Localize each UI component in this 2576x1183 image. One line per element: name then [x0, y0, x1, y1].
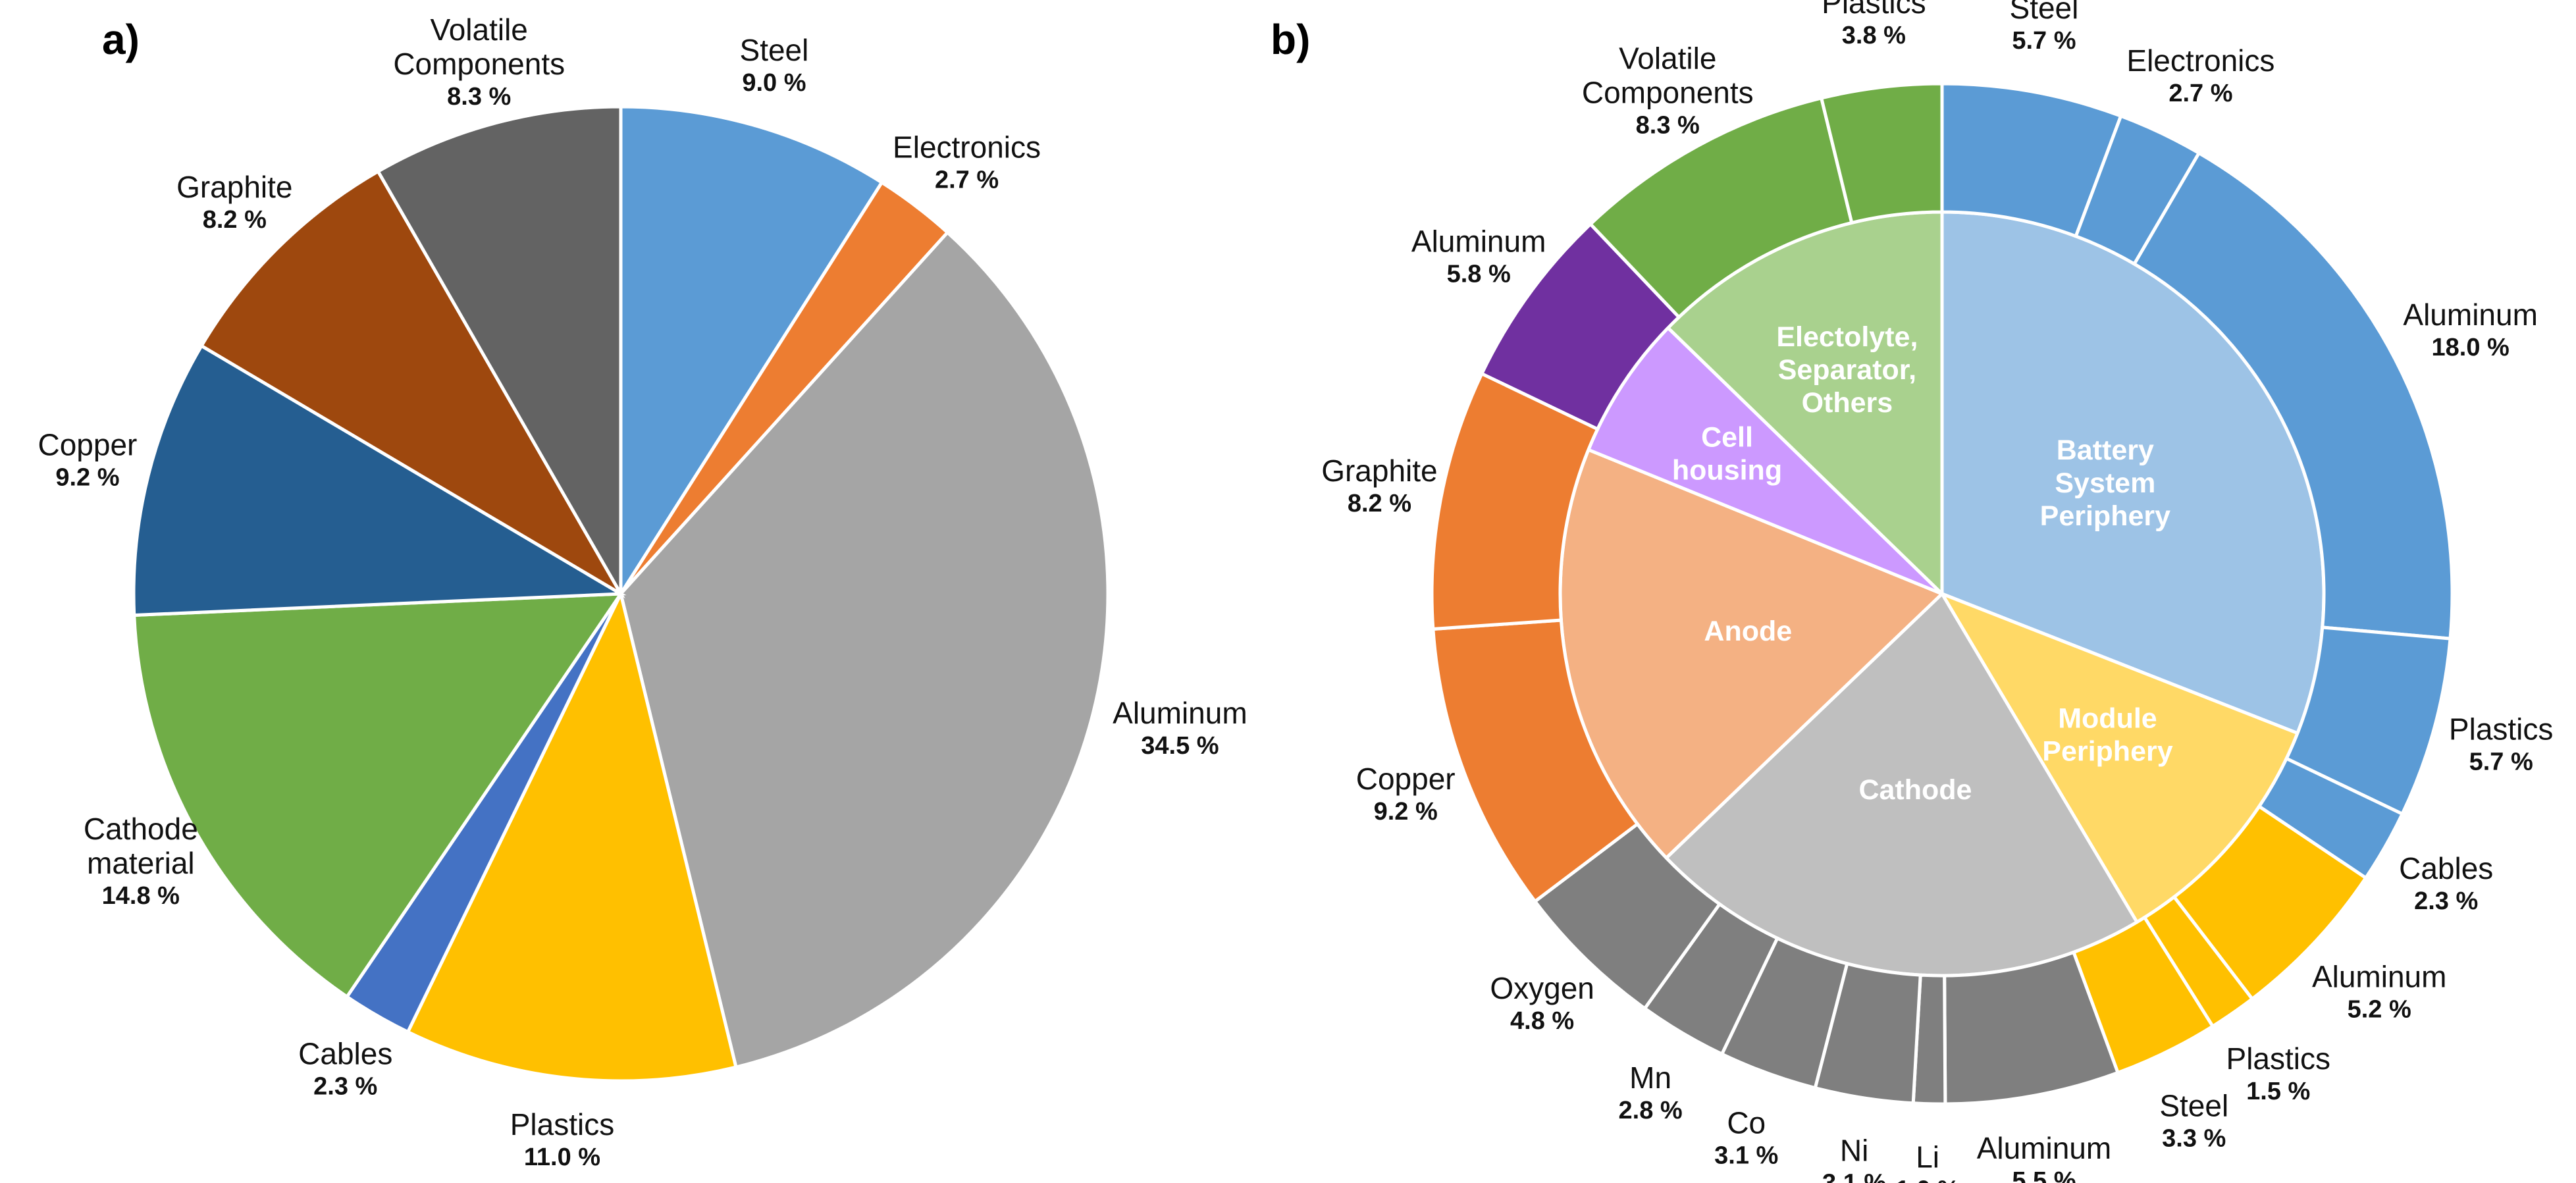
slice-label-volatile-components: Volatile [1619, 41, 1716, 75]
inner-label-battery-system-periphery: Battery [2057, 434, 2154, 466]
slice-value-label: 14.8 % [102, 882, 180, 910]
outer-slice-plastics [1819, 82, 1944, 225]
inner-label-anode: Anode [1704, 616, 1792, 647]
panel-label-a: a) [102, 16, 140, 63]
slice-label-volatile-components: Volatile [431, 13, 528, 47]
slice-value-label: 8.3 % [1636, 111, 1700, 139]
slice-label-aluminum: Aluminum [1113, 696, 1248, 730]
slice-label-mn: Mn [1629, 1061, 1671, 1095]
slice-label-copper: Copper [1356, 762, 1456, 796]
slice-value-label: 2.7 % [2169, 80, 2232, 107]
outer-slice-aluminum [2132, 151, 2454, 641]
slice-value-label: 9.0 % [742, 69, 806, 97]
slice-label-plastics: Plastics [1822, 0, 1926, 20]
slice-value-label: 5.7 % [2012, 27, 2076, 55]
inner-label-battery-system-periphery: System [2055, 467, 2155, 499]
slice-label-cathode-material: material [87, 846, 195, 880]
slice-label-steel: Steel [740, 33, 809, 67]
slice-label-ni: Ni [1840, 1134, 1868, 1168]
slice-label-li: Li [1916, 1140, 1939, 1174]
inner-label-battery-system-periphery: Periphery [2040, 500, 2170, 532]
slice-label-cables: Cables [2399, 851, 2493, 885]
slice-value-label: 3.1 % [1714, 1142, 1778, 1170]
slice-value-label: 2.3 % [313, 1073, 377, 1101]
slice-label-volatile-components: Components [393, 47, 565, 81]
slice-label-graphite: Graphite [1321, 454, 1437, 488]
slice-label-oxygen: Oxygen [1490, 971, 1594, 1005]
inner-label-cell-housing: housing [1672, 455, 1782, 486]
slice-value-label: 2.8 % [1619, 1097, 1683, 1124]
slice-value-label: 5.5 % [2012, 1167, 2076, 1183]
slice-label-plastics: Plastics [510, 1107, 614, 1142]
slice-plastics [406, 589, 739, 1083]
inner-label-module-periphery: Module [2058, 703, 2157, 735]
slice-label-copper: Copper [38, 427, 138, 461]
slice-volatile-components [375, 105, 623, 600]
slice-value-label: 2.3 % [2414, 887, 2478, 915]
slice-steel [619, 105, 884, 600]
slice-label-graphite: Graphite [176, 170, 292, 204]
slice-aluminum [619, 230, 1110, 1070]
slice-value-label: 18.0 % [2432, 334, 2510, 361]
slice-value-label: 9.2 % [55, 463, 119, 491]
slice-value-label: 11.0 % [524, 1144, 600, 1171]
inner-label-electolyte-separator-others: Others [1802, 387, 1893, 419]
inner-label-cell-housing: Cell [1701, 422, 1753, 454]
slice-value-label: 3.3 % [2162, 1124, 2226, 1152]
slice-copper [132, 343, 627, 618]
slice-label-aluminum: Aluminum [1411, 224, 1546, 259]
slice-label-steel: Steel [2159, 1088, 2228, 1122]
slice-graphite [199, 169, 625, 598]
slice-value-label: 5.8 % [1447, 261, 1511, 288]
slice-label-aluminum: Aluminum [2403, 298, 2538, 332]
slice-label-cables: Cables [298, 1037, 392, 1071]
slice-value-label: 8.3 % [447, 83, 511, 111]
slice-value-label: 4.8 % [1510, 1007, 1574, 1035]
panel-label-b: b) [1271, 16, 1310, 63]
slice-label-steel: Steel [2010, 0, 2079, 25]
slice-label-co: Co [1727, 1106, 1766, 1140]
sunburst-chart-b: BatterySystemPeripheryModulePeripheryCat… [1321, 0, 2553, 1183]
slice-value-label: 2.7 % [935, 166, 999, 194]
slice-cathode-material [132, 592, 624, 999]
slice-value-label: 5.7 % [2469, 749, 2533, 776]
slice-label-aluminum: Aluminum [2312, 960, 2447, 994]
slice-label-electronics: Electronics [2126, 43, 2274, 78]
inner-label-module-periphery: Periphery [2042, 736, 2172, 768]
slice-label-plastics: Plastics [2226, 1041, 2330, 1076]
slice-label-electronics: Electronics [893, 130, 1041, 164]
inner-label-electolyte-separator-others: Electolyte, [1776, 321, 1918, 353]
slice-label-cathode-material: Cathode [84, 812, 198, 846]
slice-value-label: 8.2 % [203, 206, 267, 234]
slice-value-label: 3.1 % [1822, 1170, 1886, 1183]
slice-label-volatile-components: Components [1582, 75, 1754, 109]
slice-label-plastics: Plastics [2449, 712, 2553, 747]
slice-value-label: 5.2 % [2348, 996, 2411, 1024]
slice-value-label: 8.2 % [1348, 490, 1411, 517]
slice-value-label: 1.5 % [2246, 1078, 2310, 1105]
inner-label-electolyte-separator-others: Separator, [1778, 354, 1916, 386]
inner-label-cathode: Cathode [1858, 774, 1972, 806]
slice-label-aluminum: Aluminum [1977, 1131, 2112, 1165]
slice-value-label: 9.2 % [1374, 798, 1438, 826]
slice-value-label: 1.0 % [1896, 1176, 1960, 1183]
slice-value-label: 34.5 % [1141, 732, 1219, 760]
slice-value-label: 3.8 % [1842, 22, 1906, 49]
